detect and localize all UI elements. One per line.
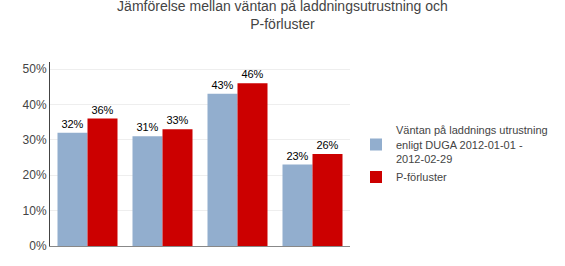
svg-text:10%: 10% [23, 204, 47, 218]
svg-text:30%: 30% [23, 133, 47, 147]
svg-text:40%: 40% [23, 98, 47, 112]
svg-text:31%: 31% [136, 121, 158, 133]
svg-text:P-förluster: P-förluster [396, 171, 447, 183]
svg-text:23%: 23% [286, 150, 308, 162]
svg-text:32%: 32% [61, 118, 83, 130]
svg-text:36%: 36% [91, 104, 113, 116]
svg-text:43%: 43% [211, 79, 233, 91]
svg-text:Väntan på laddnings utrustning: Väntan på laddnings utrustningenligt DUG… [396, 124, 548, 165]
svg-text:Jämförelse mellan väntan på la: Jämförelse mellan väntan på laddningsutr… [117, 0, 448, 32]
svg-text:0%: 0% [29, 239, 47, 253]
svg-text:33%: 33% [166, 114, 188, 126]
svg-text:50%: 50% [23, 62, 47, 76]
svg-text:26%: 26% [316, 139, 338, 151]
svg-text:46%: 46% [241, 68, 263, 80]
svg-text:20%: 20% [23, 168, 47, 182]
